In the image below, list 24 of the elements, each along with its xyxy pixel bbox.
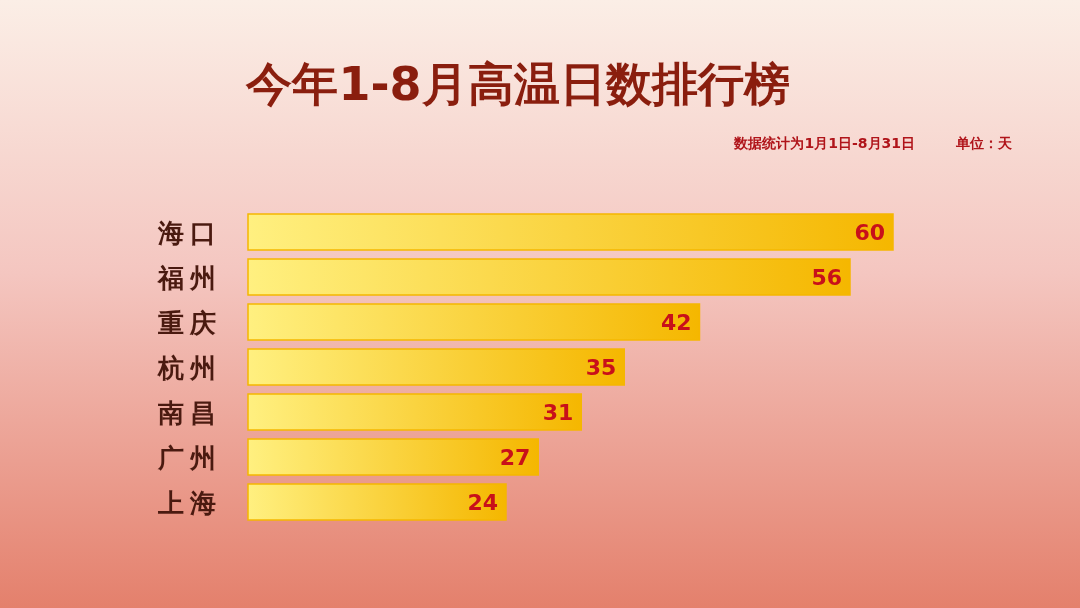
y-tick-label: 上海 (157, 488, 222, 518)
bar (247, 303, 701, 341)
text: 单位：天 (955, 135, 1013, 151)
y-tick-label: 南昌 (157, 398, 222, 428)
data-label: 35 (585, 355, 617, 380)
data-label: 56 (811, 265, 842, 290)
y-tick-label: 杭州 (157, 353, 222, 383)
y-tick-label: 海口 (157, 218, 222, 248)
data-label: 42 (660, 310, 692, 335)
bar (247, 438, 539, 476)
bar (247, 348, 625, 386)
bar (247, 483, 507, 521)
y-tick-label: 福州 (156, 263, 222, 293)
data-label: 24 (467, 490, 498, 515)
data-label: 31 (542, 400, 574, 425)
bar (247, 393, 582, 431)
data-label: 27 (499, 445, 531, 470)
y-tick-label: 广州 (157, 443, 222, 473)
bar (247, 258, 851, 296)
bar (247, 213, 894, 251)
data-label: 60 (854, 220, 885, 245)
y-tick-label: 重庆 (157, 308, 222, 338)
chart-subtitle: 数据统计为1月1日-8月31日 (733, 135, 915, 151)
chart-title: 今年1-8月高温日数排行榜 (245, 57, 790, 111)
